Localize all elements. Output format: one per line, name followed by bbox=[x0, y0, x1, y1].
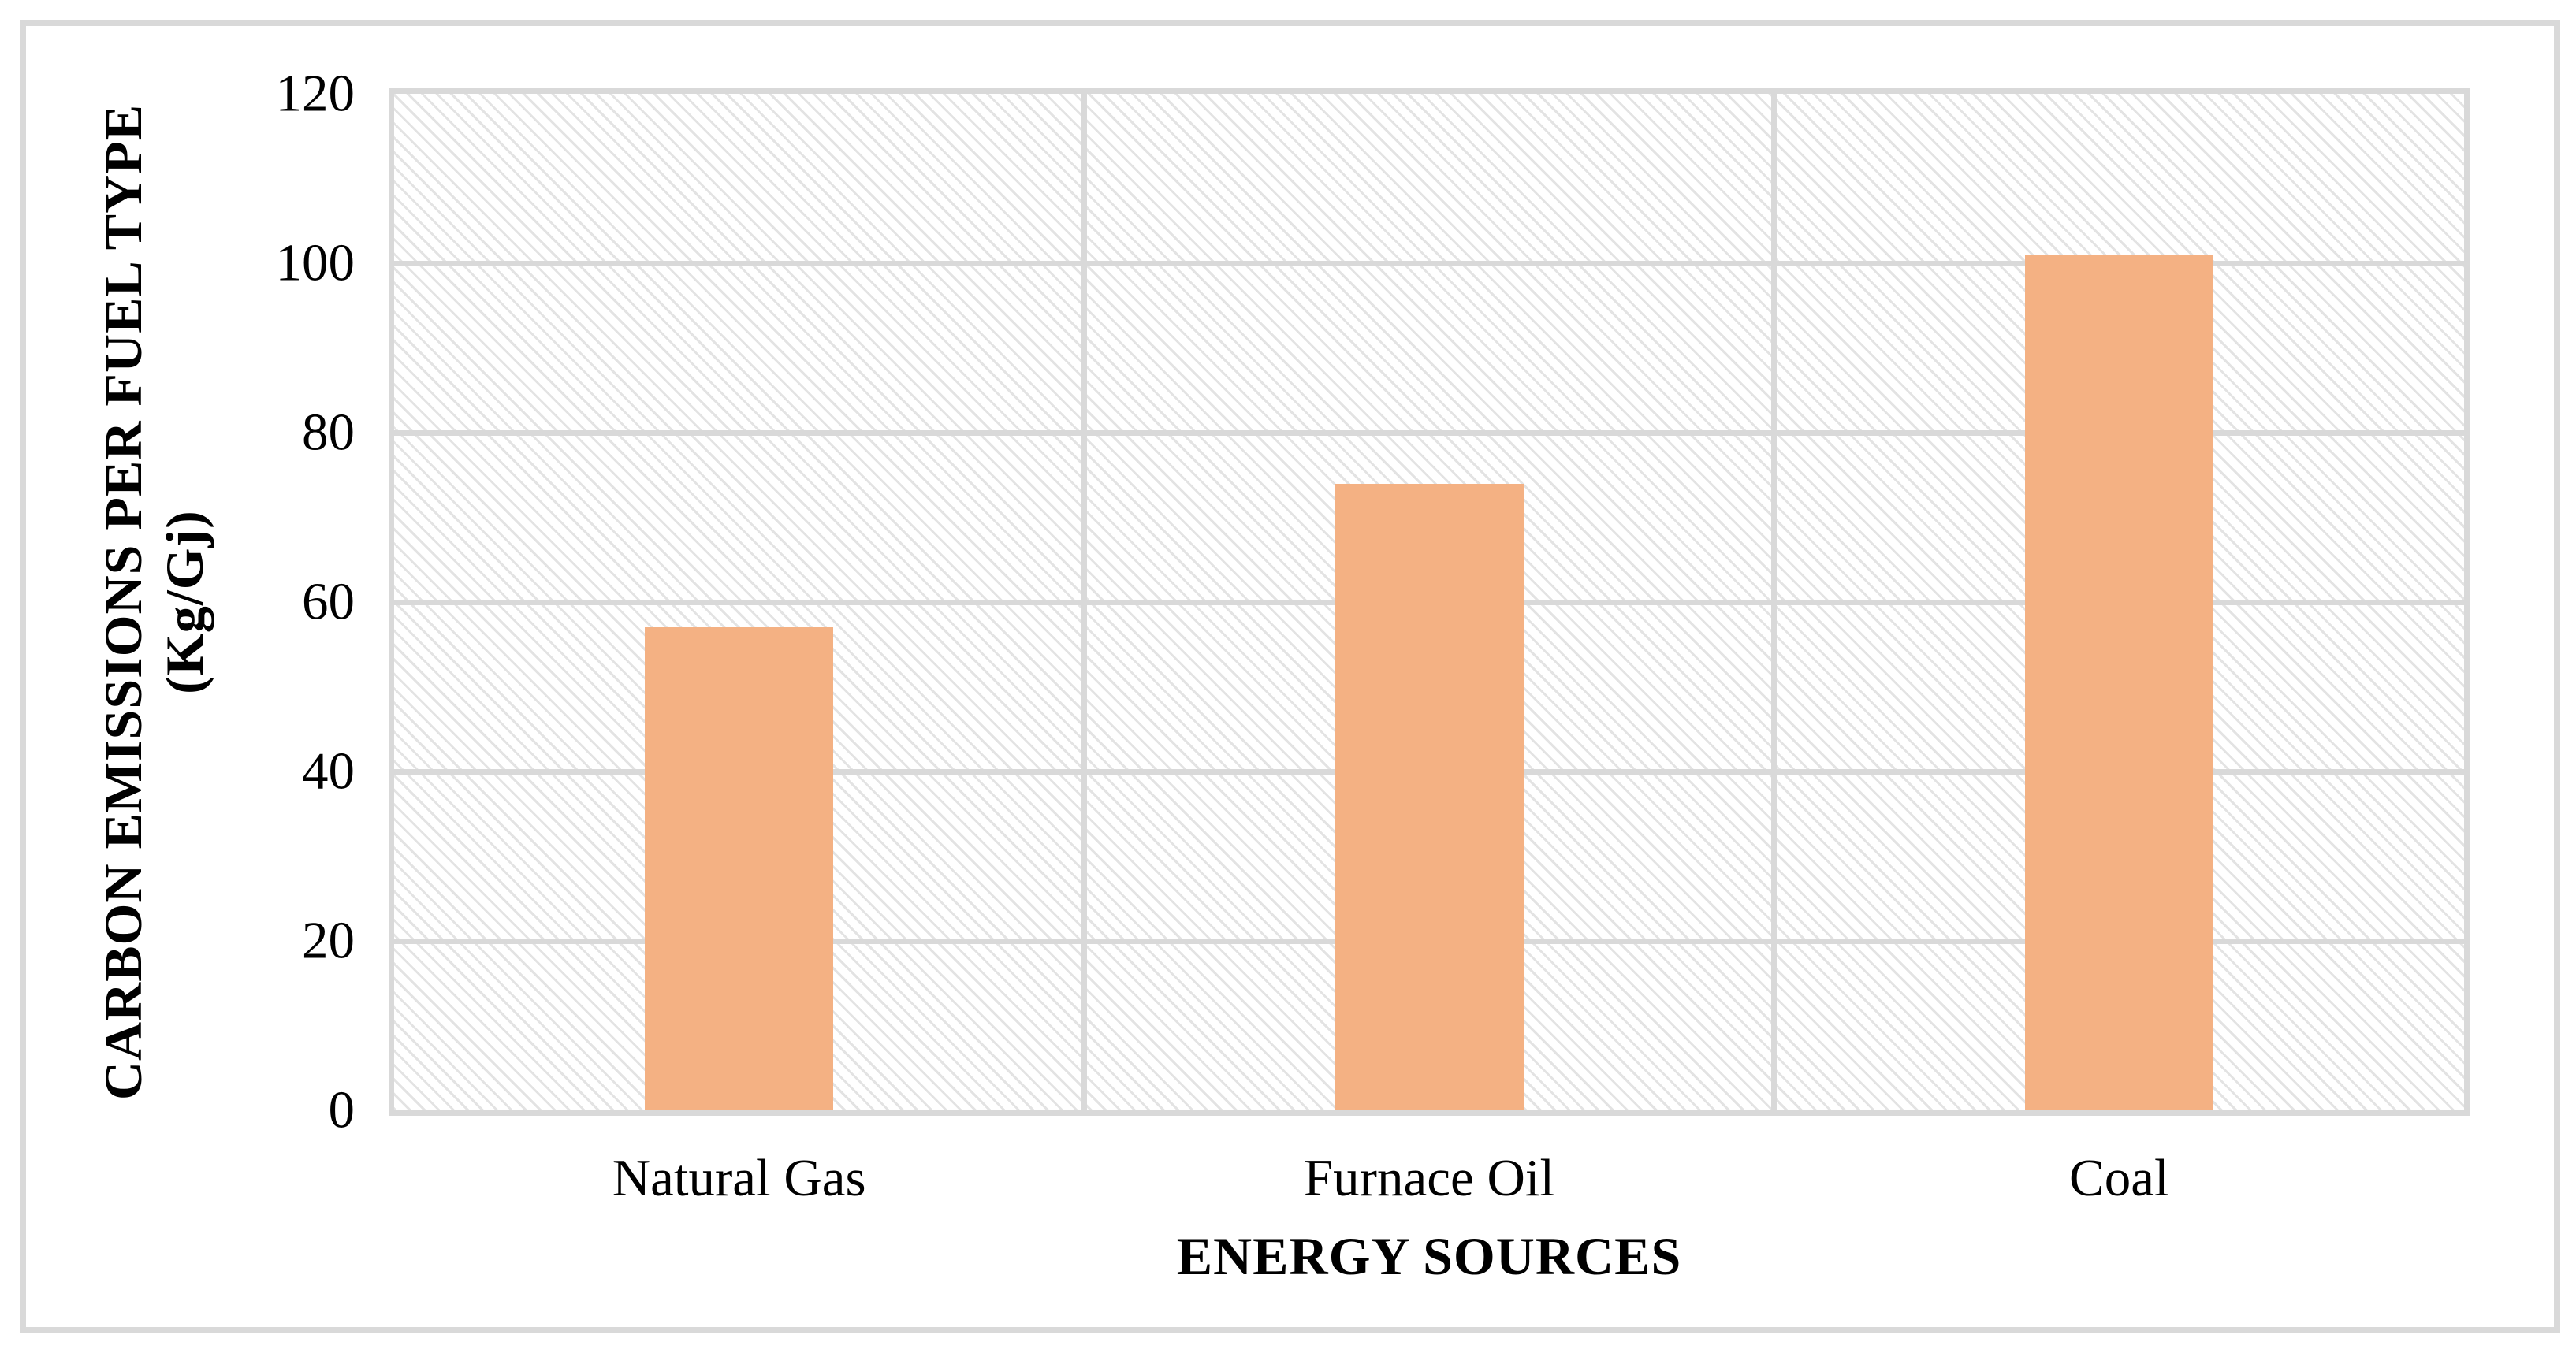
bar-natural-gas bbox=[645, 627, 834, 1110]
category-label-natural-gas: Natural Gas bbox=[612, 1149, 866, 1207]
gridline-y-80 bbox=[394, 429, 2464, 436]
gridline-category-separator-1 bbox=[1081, 94, 1087, 1110]
y-tick-label-100: 100 bbox=[275, 233, 356, 292]
y-tick-label-120: 120 bbox=[275, 64, 356, 123]
plot-area bbox=[389, 88, 2470, 1116]
x-axis-title: ENERGY SOURCES bbox=[1176, 1226, 1682, 1286]
bar-coal bbox=[2024, 255, 2213, 1110]
gridline-category-separator-2 bbox=[1771, 94, 1778, 1110]
category-label-furnace-oil: Furnace Oil bbox=[1303, 1149, 1555, 1207]
y-tick-label-60: 60 bbox=[302, 572, 355, 631]
bar-furnace-oil bbox=[1335, 483, 1524, 1110]
category-label-coal: Coal bbox=[2069, 1149, 2169, 1207]
y-tick-label-20: 20 bbox=[302, 911, 355, 970]
y-tick-label-80: 80 bbox=[302, 403, 355, 462]
y-tick-label-0: 0 bbox=[328, 1080, 356, 1139]
gridline-y-100 bbox=[394, 260, 2464, 266]
y-tick-label-40: 40 bbox=[302, 742, 355, 801]
chart-border bbox=[20, 20, 2560, 1333]
